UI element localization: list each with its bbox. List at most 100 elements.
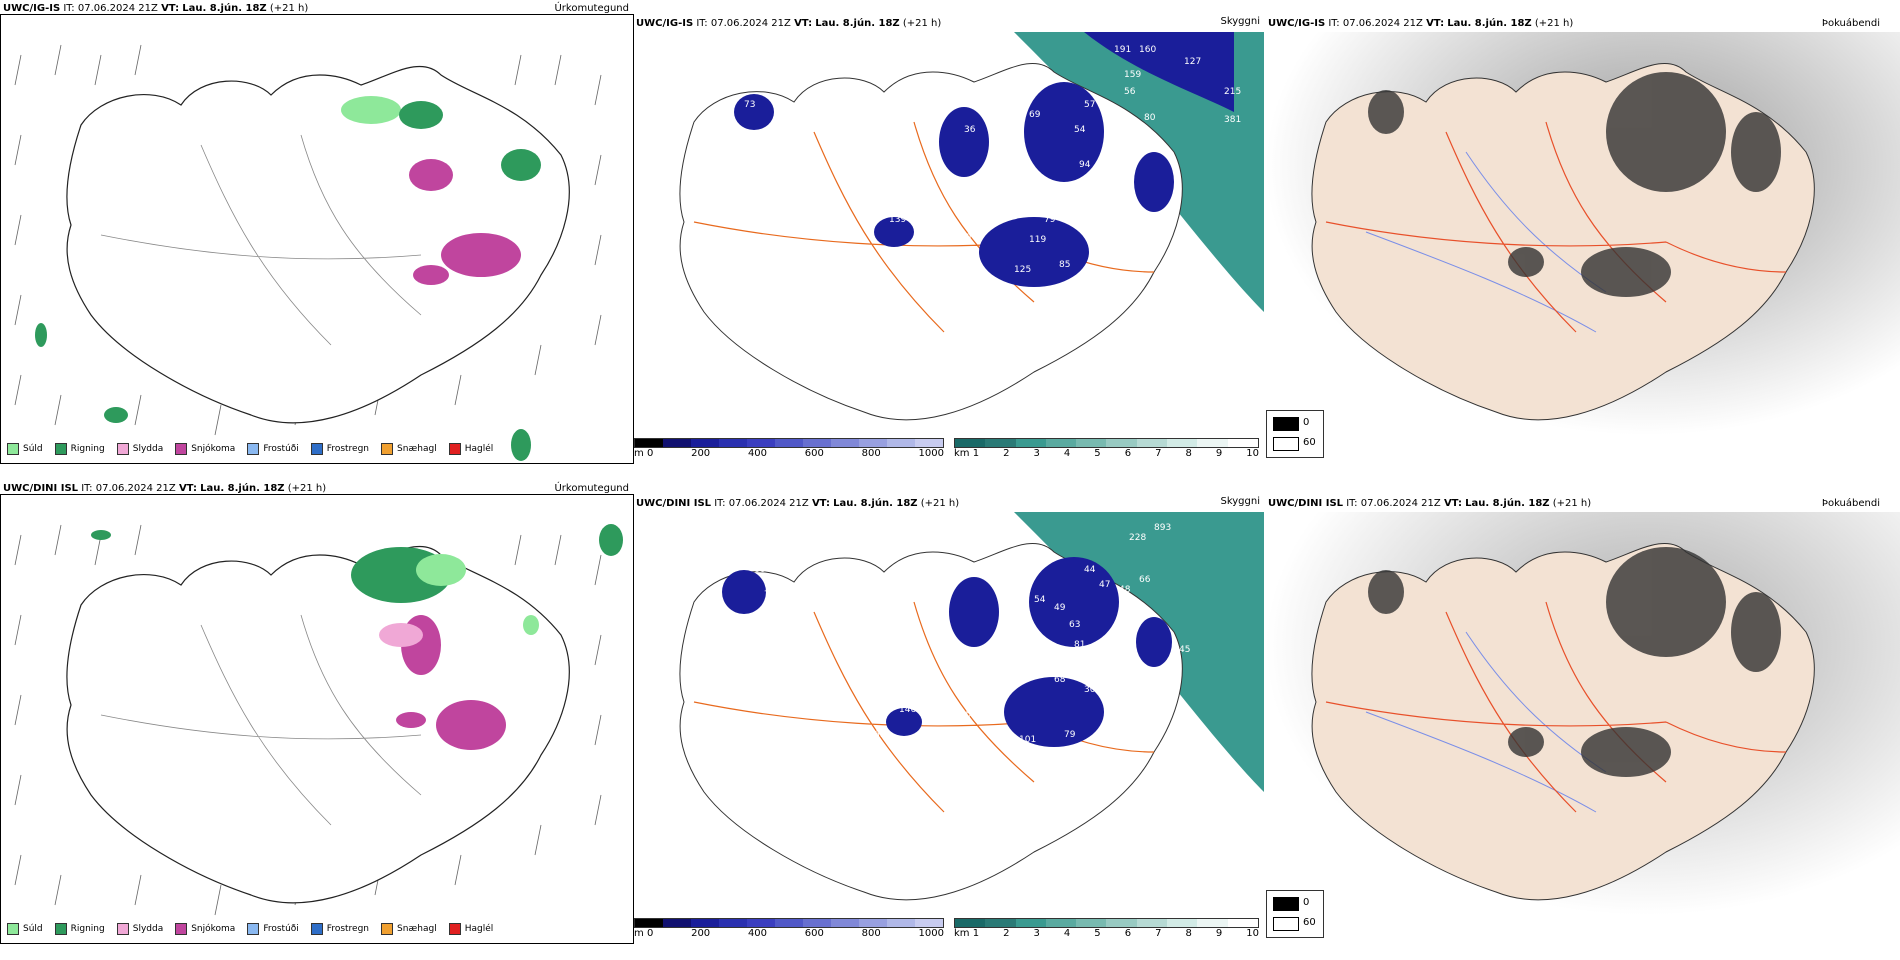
svg-text:170: 170 — [1094, 665, 1111, 675]
svg-text:300: 300 — [1084, 685, 1101, 695]
precip-areas — [91, 524, 623, 750]
valid-time: Lau. 8.jún. 18Z — [182, 3, 267, 14]
svg-text:127: 127 — [1184, 57, 1201, 67]
svg-text:49: 49 — [1054, 603, 1066, 613]
panel-header: UWC/DINI ISL IT: 07.06.2024 21Z VT: Lau.… — [636, 498, 960, 509]
visibility-colorbar: km 1 2 3 4 5 6 7 8 9 10 — [954, 918, 1259, 939]
legend-item: Frostúði — [247, 923, 299, 935]
svg-text:79: 79 — [1044, 215, 1056, 225]
visibility-colorbar-strip — [954, 438, 1259, 448]
fog-areas — [1368, 72, 1781, 297]
legend-swatch — [448, 923, 461, 935]
teal-sea — [1014, 512, 1264, 792]
legend-item: Haglél — [448, 443, 493, 455]
svg-text:66: 66 — [1139, 575, 1151, 585]
precip-legend: Súld Rigning Slydda Snjókoma Frostúði Fr… — [7, 443, 505, 455]
svg-text:65: 65 — [1104, 121, 1115, 131]
panel-fog-row1: UWC/IG-IS IT: 07.06.2024 21Z VT: Lau. 8.… — [1266, 14, 1900, 480]
panel-fog-row2: UWC/DINI ISL IT: 07.06.2024 21Z VT: Lau.… — [1266, 494, 1900, 960]
precip-map[interactable] — [1, 495, 633, 943]
fog-map[interactable] — [1266, 32, 1900, 480]
visibility-map[interactable]: 228 893 60 76 44 47 48 66 68 54 49 63 81… — [634, 512, 1264, 960]
legend-item: Rigning — [54, 923, 105, 935]
legend-item: Frostregn — [310, 923, 369, 935]
model-name: UWC/IG-IS — [3, 3, 61, 14]
svg-text:119: 119 — [1029, 235, 1046, 245]
panel-header: UWC/DINI ISL IT: 07.06.2024 21Z VT: Lau.… — [3, 483, 327, 494]
visibility-map[interactable]: 191 160 127 159 56 215 381 73 57 54 65 5… — [634, 32, 1264, 480]
lead-time: (+21 h) — [269, 3, 309, 14]
visibility-colorbar-strip — [954, 918, 1259, 928]
legend-item: Snæhagl — [381, 923, 437, 935]
legend-swatch — [310, 443, 323, 455]
svg-text:80: 80 — [1144, 113, 1156, 123]
fog-legend: 0 60 — [1266, 890, 1324, 938]
precip-map[interactable] — [1, 15, 633, 463]
valid-label: VT: — [161, 3, 180, 14]
visibility-labels: 191 160 127 159 56 215 381 73 57 54 65 5… — [744, 45, 1241, 310]
legend-swatch — [247, 923, 260, 935]
legend-item: Rigning — [54, 443, 105, 455]
svg-text:79: 79 — [1064, 730, 1076, 740]
roads — [1325, 121, 1787, 333]
svg-text:177: 177 — [1094, 280, 1111, 290]
precip-areas — [35, 96, 541, 461]
svg-text:54: 54 — [1074, 125, 1086, 135]
fog-legend-light — [1273, 437, 1299, 451]
cloudbase-colorbar: m 0 200 400 600 800 1000 — [634, 918, 944, 939]
svg-text:99: 99 — [874, 270, 886, 280]
svg-text:85: 85 — [1009, 655, 1020, 665]
cloudbase-colorbar: m 0 200 400 600 800 1000 — [634, 438, 944, 459]
legend-item: Snjókoma — [175, 443, 235, 455]
legend-swatch — [448, 443, 461, 455]
cloudbase-colorbar-strip — [634, 918, 944, 928]
svg-text:160: 160 — [1139, 45, 1156, 55]
roads — [693, 121, 1155, 333]
svg-text:15: 15 — [1029, 655, 1040, 665]
svg-text:73: 73 — [744, 100, 755, 110]
svg-text:61: 61 — [874, 730, 885, 740]
panel-precip-type-row1: UWC/IG-IS IT: 07.06.2024 21Z VT: Lau. 8.… — [0, 3, 634, 464]
legend-item: Frostúði — [247, 443, 299, 455]
cloudbase-colorbar-strip — [634, 438, 944, 448]
svg-text:131: 131 — [1114, 260, 1131, 270]
panel-title: Úrkomutegund — [554, 483, 629, 494]
legend-swatch — [310, 923, 323, 935]
fog-legend-dark — [1273, 417, 1299, 431]
legend-swatch — [7, 443, 19, 455]
svg-text:381: 381 — [1224, 115, 1241, 125]
visibility-colorbar: km 1 2 3 4 5 6 7 8 9 10 — [954, 438, 1259, 459]
fog-areas — [1368, 547, 1781, 777]
roads — [100, 614, 422, 826]
cloudbase-ticks: m 0 200 400 600 800 1000 — [634, 928, 944, 939]
legend-item: Slydda — [116, 923, 163, 935]
svg-text:143: 143 — [1064, 185, 1081, 195]
roads — [1325, 601, 1787, 813]
svg-text:68: 68 — [1054, 675, 1066, 685]
svg-text:81: 81 — [1074, 640, 1085, 650]
svg-text:125: 125 — [1014, 265, 1031, 275]
svg-text:15: 15 — [1034, 185, 1045, 195]
visibility-labels: 228 893 60 76 44 47 48 66 68 54 49 63 81… — [754, 523, 1190, 745]
svg-text:48: 48 — [1119, 585, 1131, 595]
visibility-ticks: km 1 2 3 4 5 6 7 8 9 10 — [954, 448, 1259, 459]
legend-swatch — [381, 443, 394, 455]
legend-swatch — [175, 923, 188, 935]
panel-header: UWC/IG-IS IT: 07.06.2024 21Z VT: Lau. 8.… — [3, 3, 308, 14]
svg-text:32: 32 — [744, 140, 755, 150]
svg-text:54: 54 — [1034, 595, 1046, 605]
svg-text:45: 45 — [1179, 645, 1190, 655]
legend-swatch — [54, 443, 67, 455]
svg-text:22: 22 — [879, 680, 890, 690]
legend-swatch — [175, 443, 188, 455]
legend-swatch — [54, 923, 67, 935]
svg-text:125: 125 — [954, 710, 971, 720]
svg-text:101: 101 — [1019, 735, 1036, 745]
low-visibility-areas — [722, 557, 1172, 747]
fog-legend-dark — [1273, 897, 1299, 911]
svg-text:76: 76 — [764, 590, 776, 600]
legend-item: Frostregn — [310, 443, 369, 455]
roads — [693, 601, 1155, 813]
fog-map[interactable] — [1266, 512, 1900, 960]
panel-precip-type-row2: UWC/DINI ISL IT: 07.06.2024 21Z VT: Lau.… — [0, 483, 634, 944]
